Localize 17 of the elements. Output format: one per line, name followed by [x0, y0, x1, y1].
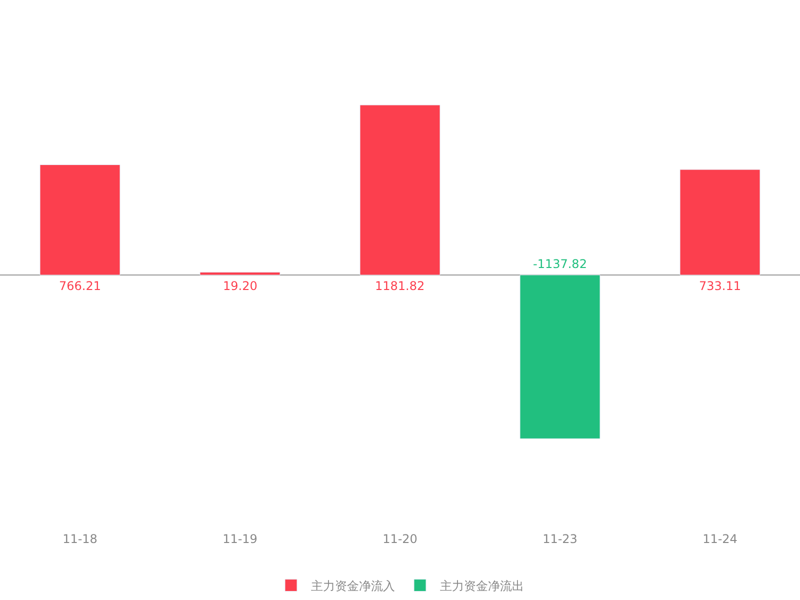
data-label: 1181.82 [375, 279, 425, 293]
data-label: 733.11 [699, 279, 741, 293]
bar [360, 104, 440, 276]
x-tick-label: 11-19 [222, 532, 258, 546]
data-label: 19.20 [223, 279, 258, 293]
legend-label: 主力资金净流入 [311, 578, 395, 593]
bar [680, 169, 760, 276]
data-label: 766.21 [59, 279, 101, 293]
legend-label: 主力资金净流出 [440, 578, 524, 593]
bar [520, 274, 600, 439]
x-tick-label: 11-24 [702, 532, 738, 546]
x-tick-label: 11-23 [542, 532, 578, 546]
bar [200, 272, 280, 276]
bar [40, 164, 120, 276]
x-tick-label: 11-18 [62, 532, 98, 546]
x-tick-label: 11-20 [382, 532, 418, 546]
data-label: -1137.82 [533, 257, 587, 271]
